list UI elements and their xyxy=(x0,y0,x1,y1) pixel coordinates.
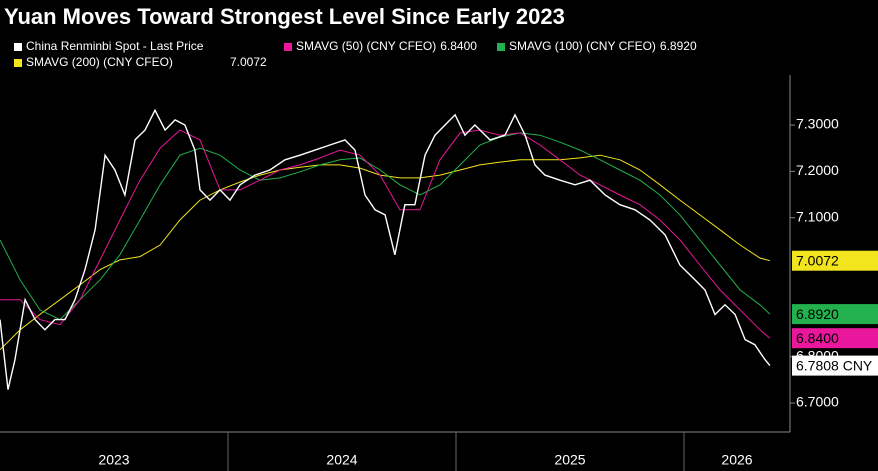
y-tick-label: 7.2000 xyxy=(796,162,839,178)
end-label: 6.8400 xyxy=(796,330,839,346)
y-tick-label: 7.1000 xyxy=(796,208,839,224)
series-line xyxy=(0,129,771,339)
y-tick-label: 7.3000 xyxy=(796,116,839,132)
series-line xyxy=(0,154,771,351)
legend-value: 6.8400 xyxy=(440,39,477,53)
end-label-box xyxy=(792,250,878,271)
end-label-box xyxy=(792,355,878,376)
end-label: 6.7808 CNY xyxy=(796,357,873,373)
legend-value: 7.0072 xyxy=(230,55,267,69)
chart-title: Yuan Moves Toward Strongest Level Since … xyxy=(4,4,565,29)
end-label-box xyxy=(792,304,878,325)
legend-value: 6.8920 xyxy=(660,39,697,53)
legend-label: SMAVG (50) (CNY CFEO) xyxy=(296,39,436,53)
x-tick-label: 2023 xyxy=(98,452,129,468)
legend-swatch xyxy=(14,43,22,51)
legend-swatch xyxy=(14,59,22,67)
x-tick-label: 2026 xyxy=(721,452,752,468)
y-tick-label: 6.7000 xyxy=(796,394,839,410)
legend-swatch xyxy=(497,43,505,51)
legend-label: SMAVG (200) (CNY CFEO) xyxy=(26,55,173,69)
legend-swatch xyxy=(284,43,292,51)
series-line xyxy=(0,132,771,321)
legend-label: SMAVG (100) (CNY CFEO) xyxy=(509,39,656,53)
end-label: 7.0072 xyxy=(796,252,839,268)
x-tick-label: 2025 xyxy=(554,452,585,468)
x-tick-label: 2024 xyxy=(326,452,357,468)
end-label: 6.8920 xyxy=(796,306,839,322)
series-line xyxy=(0,108,771,390)
end-label-box xyxy=(792,328,878,349)
legend-label: China Renminbi Spot - Last Price xyxy=(26,39,204,53)
